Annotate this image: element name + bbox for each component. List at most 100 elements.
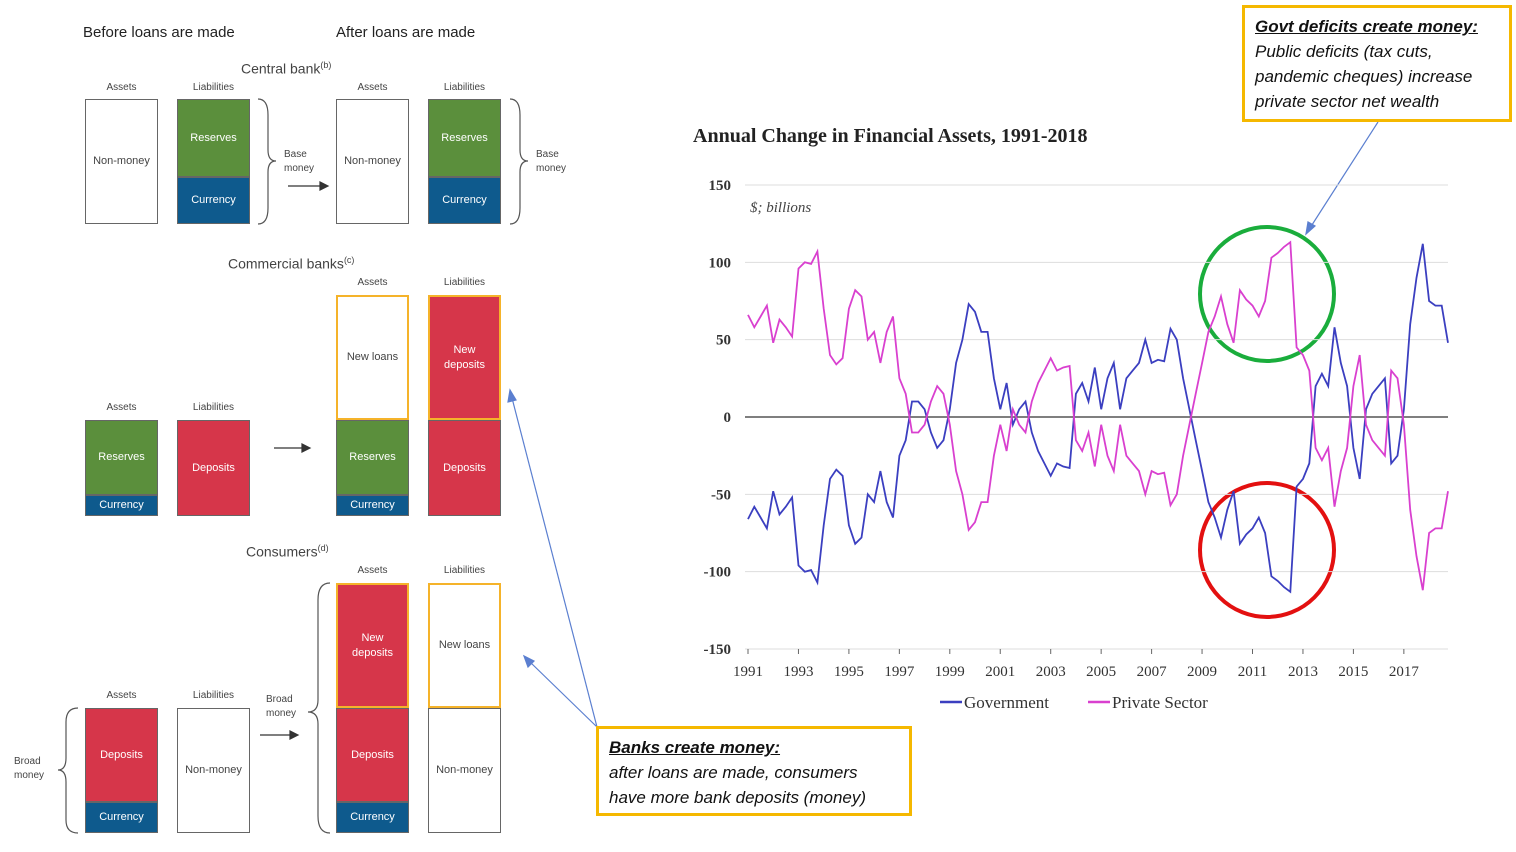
box: Reserves: [177, 99, 250, 177]
section-note: (b): [320, 60, 332, 70]
box: New loans: [428, 583, 501, 708]
chart-title: Annual Change in Financial Assets, 1991-…: [693, 125, 1088, 147]
brace-label: Broad money: [14, 756, 45, 781]
box: Reserves: [85, 420, 158, 495]
section-name: Commercial banks: [228, 255, 344, 272]
x-tick-label: 2015: [1338, 664, 1368, 680]
brace: [307, 582, 331, 834]
series-line: [747, 243, 1449, 594]
box: Non-money: [336, 99, 409, 224]
column-header: Assets: [357, 565, 388, 576]
column-header: Assets: [106, 82, 137, 93]
box: Deposits: [85, 708, 158, 802]
column-header: Assets: [106, 690, 137, 701]
callout-title: Banks create money:: [609, 738, 781, 757]
y-tick-label: 150: [709, 178, 732, 194]
x-tick-label: 2013: [1288, 664, 1318, 680]
x-tick-label: 2007: [1137, 664, 1168, 680]
column-header: Liabilities: [192, 402, 235, 413]
arrowhead: [522, 654, 536, 669]
column-header: Liabilities: [192, 82, 235, 93]
legend-label: Government: [964, 693, 1049, 712]
y-tick-label: -100: [704, 565, 732, 581]
section-note: (c): [343, 255, 355, 265]
box: Currency: [336, 495, 409, 516]
heading: Before loans are made: [83, 24, 235, 41]
arrowhead: [1305, 221, 1317, 236]
braces: [57, 98, 529, 834]
y-tick-label: 50: [716, 333, 731, 349]
brace-label: Base money: [284, 149, 315, 174]
legend-label: Private Sector: [1112, 693, 1208, 712]
x-tick-label: 2009: [1187, 664, 1217, 680]
box: Non-money: [85, 99, 158, 224]
box: New deposits: [428, 295, 501, 420]
box: Currency: [85, 495, 158, 516]
x-tick-label: 2005: [1086, 664, 1116, 680]
x-tick-label: 1997: [884, 664, 915, 680]
y-tick-label: 100: [709, 255, 732, 271]
x-tick-label: 1999: [935, 664, 965, 680]
y-tick-label: -150: [704, 642, 732, 658]
box: Reserves: [336, 420, 409, 495]
x-tick-label: 1991: [733, 664, 763, 680]
highlight-circle: [1198, 225, 1336, 363]
x-tick-label: 2003: [1036, 664, 1066, 680]
column-header: Liabilities: [443, 565, 486, 576]
box: Deposits: [336, 708, 409, 802]
section-title: Consumers(d): [246, 543, 329, 560]
box: Deposits: [428, 420, 501, 516]
callout: Banks create money: after loans are made,…: [596, 726, 912, 816]
section-note: (d): [317, 543, 329, 553]
box: Non-money: [428, 708, 501, 833]
box: Currency: [336, 802, 409, 833]
diagram-arrows: [260, 181, 330, 740]
heading: After loans are made: [336, 24, 476, 41]
box: Currency: [177, 177, 250, 224]
callout-text: after loans are made, consumers have mor…: [609, 763, 867, 807]
box: Non-money: [177, 708, 250, 833]
section-name: Consumers: [246, 543, 318, 560]
highlight-circle: [1198, 481, 1336, 619]
box: Currency: [428, 177, 501, 224]
brace: [257, 98, 277, 225]
section-name: Central bank: [241, 60, 321, 77]
chart-subtitle: $; billions: [750, 200, 811, 216]
column-header: Liabilities: [192, 690, 235, 701]
callout-title: Govt deficits create money:: [1255, 17, 1478, 36]
brace: [509, 98, 529, 225]
arrowhead: [289, 730, 300, 740]
arrow: [511, 397, 598, 728]
arrow: [529, 661, 598, 728]
box: Reserves: [428, 99, 501, 177]
callout: Govt deficits create money: Public defici…: [1242, 5, 1512, 122]
column-header: Assets: [357, 277, 388, 288]
x-tick-label: 2011: [1238, 664, 1267, 680]
series-line: [747, 240, 1449, 591]
section-title: Central bank(b): [241, 60, 331, 77]
brace: [57, 707, 79, 834]
column-header: Liabilities: [443, 277, 486, 288]
brace-label: Broad money: [266, 694, 297, 719]
column-header: Assets: [357, 82, 388, 93]
column-header: Assets: [106, 402, 137, 413]
x-tick-label: 1995: [834, 664, 864, 680]
box: Currency: [85, 802, 158, 833]
arrow: [1309, 121, 1379, 229]
arrowhead: [319, 181, 330, 191]
box: New deposits: [336, 583, 409, 708]
column-header: Liabilities: [443, 82, 486, 93]
y-tick-label: 0: [724, 410, 732, 426]
callout-arrows: [507, 121, 1379, 728]
x-tick-label: 2017: [1389, 664, 1420, 680]
arrowhead: [507, 388, 517, 403]
box: Deposits: [177, 420, 250, 516]
brace-label: Base money: [536, 149, 567, 174]
arrowhead: [301, 443, 312, 453]
callout-text: Public deficits (tax cuts, pandemic cheq…: [1255, 42, 1473, 111]
x-tick-label: 2001: [985, 664, 1015, 680]
section-title: Commercial banks(c): [228, 255, 354, 272]
box: New loans: [336, 295, 409, 420]
